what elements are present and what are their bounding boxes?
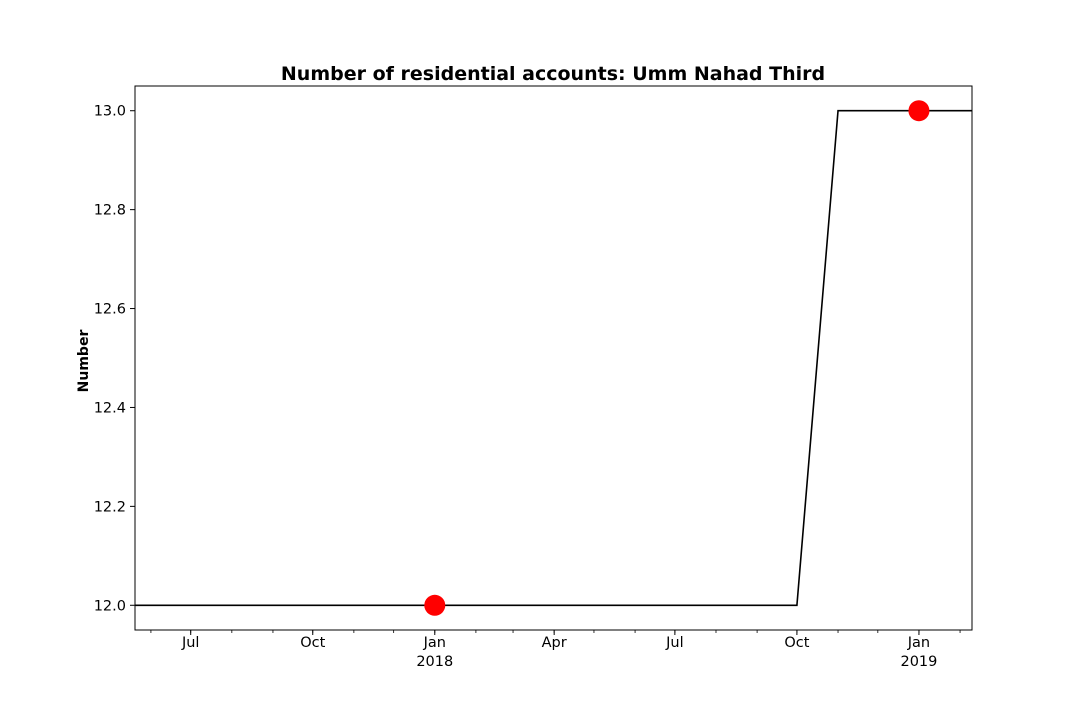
y-axis-label: Number	[76, 330, 92, 393]
data-point-1	[908, 100, 930, 122]
plot-frame	[134, 85, 973, 631]
chart-title: Number of residential accounts: Umm Naha…	[281, 63, 825, 85]
x-tick-label-4: Jul	[665, 635, 684, 651]
y-tick-label-0: 12.0	[94, 598, 126, 614]
y-tick-label-4: 12.8	[94, 203, 126, 219]
series-line-0	[135, 109, 972, 607]
x-tick-year-label-2: 2018	[416, 654, 453, 670]
x-tick-label-3: Apr	[542, 635, 567, 651]
x-tick-label-1: Oct	[300, 635, 325, 651]
x-tick-label-0: Jul	[181, 635, 200, 651]
y-tick-label-1: 12.2	[94, 499, 126, 515]
x-tick-label-5: Oct	[784, 635, 809, 651]
y-axis: 12.0 12.2 12.4 12.6 12.8 13.0	[94, 104, 135, 614]
y-tick-label-5: 13.0	[94, 104, 126, 120]
y-tick-label-2: 12.4	[94, 400, 126, 416]
x-tick-year-label-6: 2019	[900, 654, 937, 670]
y-tick-label-3: 12.6	[94, 302, 126, 318]
data-point-0	[424, 594, 446, 616]
x-tick-label-2: Jan	[423, 635, 446, 651]
x-axis: Jul Oct Jan 2018 Apr Jul Oct Jan 2019	[150, 630, 961, 670]
x-tick-label-6: Jan	[907, 635, 930, 651]
plot-area	[135, 100, 972, 616]
